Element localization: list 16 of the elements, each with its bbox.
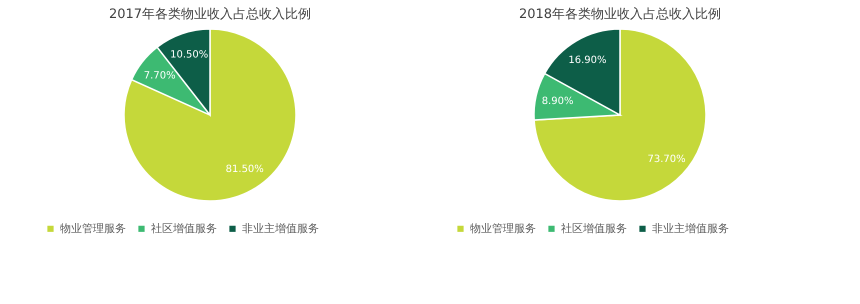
legend-label: 非业主增值服务 <box>652 222 729 235</box>
data-label: 81.50% <box>226 164 264 175</box>
legend-label: 社区增值服务 <box>151 222 217 235</box>
chart-title: 2018年各类物业收入占总收入比例 <box>518 7 722 22</box>
pie-slice <box>533 28 707 202</box>
legend-label: 物业管理服务 <box>60 222 126 235</box>
chart-title: 2017年各类物业收入占总收入比例 <box>108 7 312 22</box>
data-label: 7.70% <box>144 70 176 82</box>
data-label: 16.90% <box>568 54 607 66</box>
legend-label: 社区增值服务 <box>561 222 627 235</box>
legend-label: 非业主增值服务 <box>242 222 319 235</box>
data-label: 73.70% <box>647 154 686 165</box>
legend-label: 物业管理服务 <box>470 222 536 235</box>
pie-slice <box>123 28 297 202</box>
data-label: 10.50% <box>170 49 208 60</box>
data-label: 8.90% <box>542 96 574 107</box>
